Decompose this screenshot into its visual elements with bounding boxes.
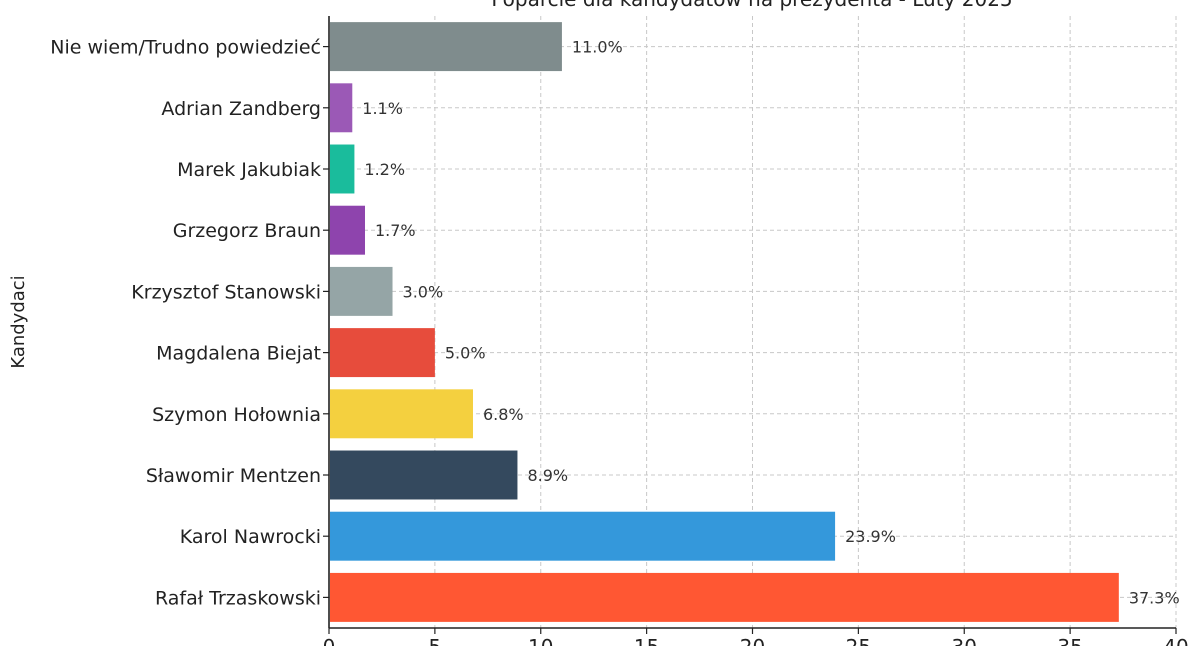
x-tick-label: 40 <box>1163 635 1188 646</box>
x-tick-labels: 0 5 10 15 20 25 30 35 40 <box>323 628 1189 650</box>
y-tick-label: Marek Jakubiak <box>177 159 321 181</box>
data-label: 1.1% <box>362 99 403 118</box>
x-tick-label: 10 <box>528 635 553 646</box>
data-label: 37.3% <box>1129 588 1180 607</box>
bar <box>330 205 365 255</box>
y-tick-label: Rafał Trzaskowski <box>155 587 321 609</box>
y-tick-label: Grzegorz Braun <box>173 220 321 242</box>
y-tick-label: Szymon Hołownia <box>152 404 321 426</box>
data-label: 1.2% <box>364 160 405 179</box>
bar <box>330 144 355 194</box>
y-tick-label: Magdalena Biejat <box>156 343 321 365</box>
bar <box>330 22 562 72</box>
bar <box>330 450 518 500</box>
data-label: 1.7% <box>375 221 416 240</box>
x-tick-label: 20 <box>740 635 765 646</box>
bar <box>330 389 473 439</box>
x-tick-label: 0 <box>323 635 336 646</box>
data-label: 3.0% <box>403 282 444 301</box>
data-label: 8.9% <box>527 466 568 485</box>
x-tick-label: 5 <box>429 635 442 646</box>
data-labels: 37.3% 23.9% 8.9% 6.8% 5.0% 3.0% 1.7% 1.2% 1.1% 11… <box>362 38 1179 608</box>
x-tick-label: 35 <box>1057 635 1082 646</box>
bar <box>330 511 836 561</box>
bar <box>330 266 393 316</box>
bar <box>330 328 435 378</box>
y-tick-label: Krzysztof Stanowski <box>131 281 321 303</box>
y-tick-labels: Rafał Trzaskowski Karol Nawrocki Sławomir … <box>50 37 329 609</box>
data-label: 6.8% <box>483 405 524 424</box>
bars <box>330 22 1119 622</box>
x-tick-label: 30 <box>952 635 977 646</box>
y-axis-title: Kandydaci <box>8 275 29 368</box>
data-label: 23.9% <box>845 527 896 546</box>
y-tick-label: Sławomir Mentzen <box>146 465 321 487</box>
x-tick-label: 15 <box>634 635 659 646</box>
x-tick-label: 25 <box>846 635 871 646</box>
bar <box>330 83 353 133</box>
chart-title: Poparcie dla kandydatów na prezydenta - … <box>491 0 1012 11</box>
y-tick-label: Nie wiem/Trudno powiedzieć <box>50 37 321 59</box>
data-label: 11.0% <box>572 38 623 57</box>
y-tick-label: Adrian Zandberg <box>161 98 321 120</box>
y-tick-label: Karol Nawrocki <box>180 526 321 548</box>
bar <box>330 572 1119 622</box>
data-label: 5.0% <box>445 344 486 363</box>
